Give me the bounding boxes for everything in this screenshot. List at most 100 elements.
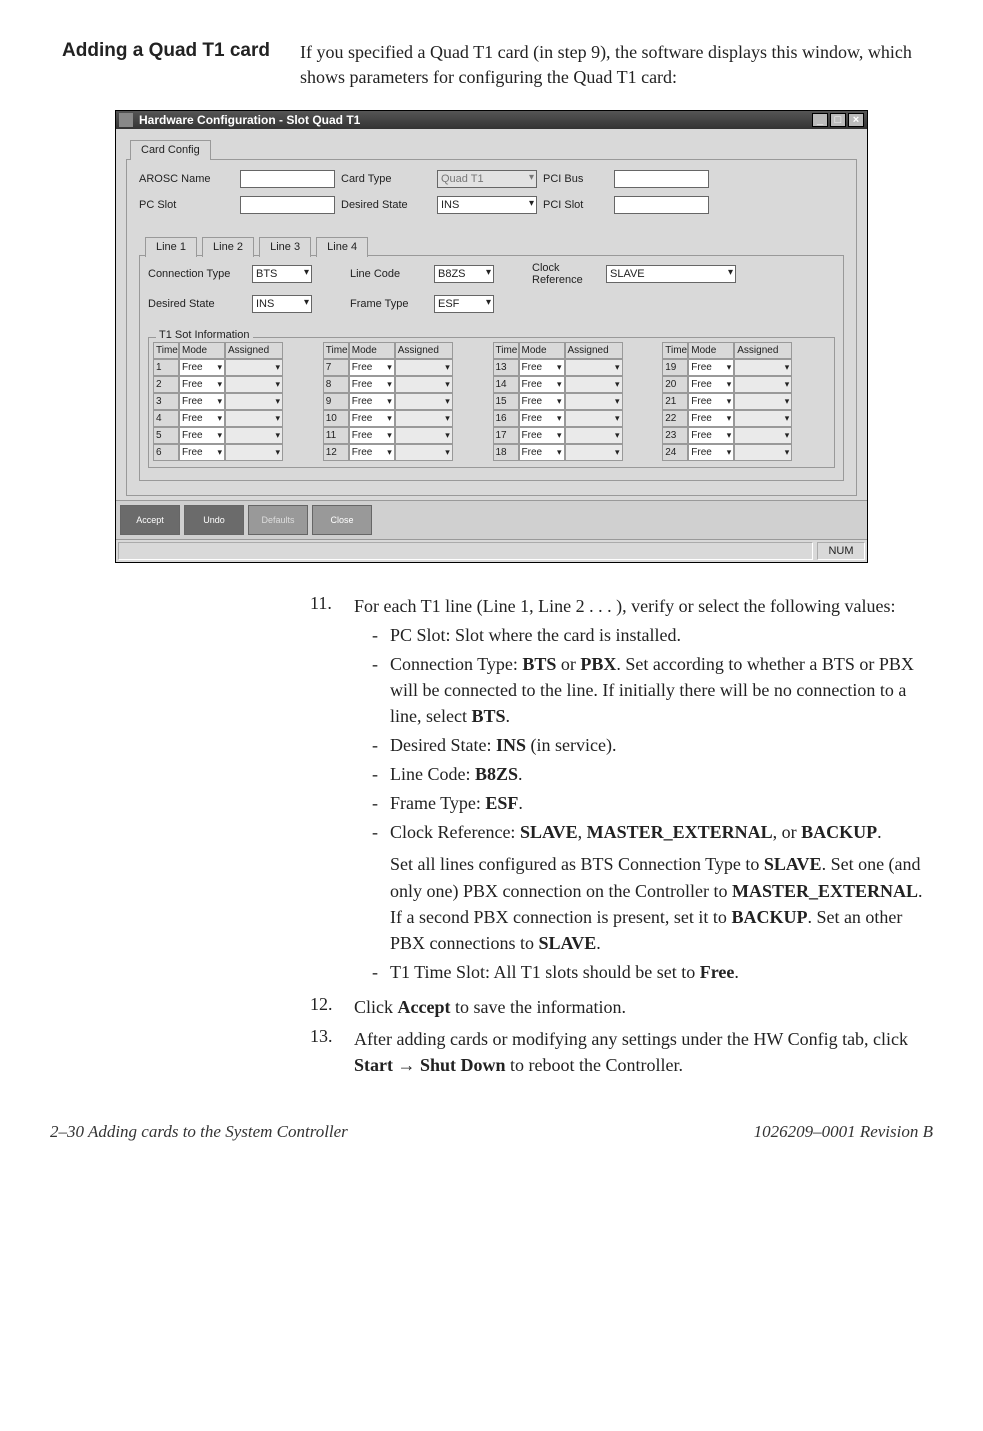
slot-mode-select[interactable]: Free	[688, 393, 734, 410]
frame-type-select[interactable]: ESF	[434, 295, 494, 313]
slot-assigned-select[interactable]	[225, 427, 283, 444]
slot-assigned-select[interactable]	[734, 444, 792, 461]
slot-assigned-select[interactable]	[395, 444, 453, 461]
slot-number: 4	[153, 410, 179, 427]
slot-mode-select[interactable]: Free	[349, 444, 395, 461]
tab-line-3[interactable]: Line 3	[259, 237, 311, 257]
col-head-assigned: Assigned To	[395, 342, 453, 359]
slot-mode-select[interactable]: Free	[688, 410, 734, 427]
slot-mode-select[interactable]: Free	[519, 410, 565, 427]
slot-assigned-select[interactable]	[565, 410, 623, 427]
intro-text: If you specified a Quad T1 card (in step…	[300, 40, 933, 90]
connection-type-label: Connection Type	[148, 268, 248, 280]
defaults-button[interactable]: Defaults	[248, 505, 308, 535]
slot-row: 9Free	[323, 393, 491, 410]
status-num: NUM	[817, 542, 865, 560]
pc-slot-input[interactable]	[240, 196, 335, 214]
slot-assigned-select[interactable]	[225, 376, 283, 393]
minimize-button[interactable]: _	[812, 113, 828, 127]
slot-mode-select[interactable]: Free	[179, 393, 225, 410]
col-head-mode: Mode	[519, 342, 565, 359]
slot-number: 3	[153, 393, 179, 410]
slot-row: 13Free	[493, 359, 661, 376]
slot-assigned-select[interactable]	[734, 427, 792, 444]
slot-row: 24Free	[662, 444, 830, 461]
pci-bus-input[interactable]	[614, 170, 709, 188]
slot-assigned-select[interactable]	[225, 444, 283, 461]
connection-type-select[interactable]: BTS	[252, 265, 312, 283]
slot-assigned-select[interactable]	[734, 410, 792, 427]
slot-mode-select[interactable]: Free	[179, 444, 225, 461]
t1-slot-info-title: T1 Sot Information	[156, 329, 253, 341]
slot-row: 3Free	[153, 393, 321, 410]
clock-ref-select[interactable]: SLAVE	[606, 265, 736, 283]
slot-assigned-select[interactable]	[734, 376, 792, 393]
slot-mode-select[interactable]: Free	[179, 376, 225, 393]
tab-line-1[interactable]: Line 1	[145, 237, 197, 257]
slot-mode-select[interactable]: Free	[519, 376, 565, 393]
line-desired-state-select[interactable]: INS	[252, 295, 312, 313]
slot-assigned-select[interactable]	[225, 410, 283, 427]
slot-mode-select[interactable]: Free	[519, 427, 565, 444]
slot-mode-select[interactable]: Free	[519, 359, 565, 376]
slot-number: 9	[323, 393, 349, 410]
slot-row: 16Free	[493, 410, 661, 427]
slot-assigned-select[interactable]	[225, 393, 283, 410]
slot-assigned-select[interactable]	[565, 444, 623, 461]
status-bar: NUM	[116, 539, 867, 562]
slot-mode-select[interactable]: Free	[349, 393, 395, 410]
slot-assigned-select[interactable]	[395, 393, 453, 410]
arosc-name-input[interactable]	[240, 170, 335, 188]
col-head-mode: Mode	[179, 342, 225, 359]
tab-line-4[interactable]: Line 4	[316, 237, 368, 257]
slot-assigned-select[interactable]	[734, 359, 792, 376]
slot-mode-select[interactable]: Free	[688, 427, 734, 444]
step-11-e: Frame Type: ESF.	[390, 790, 933, 816]
slot-mode-select[interactable]: Free	[349, 376, 395, 393]
window-title: Hardware Configuration - Slot Quad T1	[139, 113, 360, 127]
slot-assigned-select[interactable]	[395, 410, 453, 427]
slot-mode-select[interactable]: Free	[179, 410, 225, 427]
accept-button[interactable]: Accept	[120, 505, 180, 535]
slot-row: 15Free	[493, 393, 661, 410]
slot-assigned-select[interactable]	[565, 427, 623, 444]
maximize-button[interactable]: □	[830, 113, 846, 127]
slot-assigned-select[interactable]	[395, 376, 453, 393]
pci-slot-label: PCI Slot	[543, 199, 608, 211]
clock-ref-label: Clock Reference	[532, 262, 602, 286]
slot-mode-select[interactable]: Free	[349, 359, 395, 376]
slot-mode-select[interactable]: Free	[349, 410, 395, 427]
line-code-select[interactable]: B8ZS	[434, 265, 494, 283]
frame-type-label: Frame Type	[350, 298, 430, 310]
desired-state-label: Desired State	[341, 199, 431, 211]
slot-row: 18Free	[493, 444, 661, 461]
slot-number: 20	[662, 376, 688, 393]
slot-assigned-select[interactable]	[565, 359, 623, 376]
slot-mode-select[interactable]: Free	[179, 427, 225, 444]
pci-slot-input[interactable]	[614, 196, 709, 214]
slot-assigned-select[interactable]	[395, 359, 453, 376]
step-12-number: 12.	[310, 994, 354, 1020]
tab-card-config[interactable]: Card Config	[130, 140, 211, 160]
slot-mode-select[interactable]: Free	[688, 444, 734, 461]
slot-mode-select[interactable]: Free	[349, 427, 395, 444]
title-bar: Hardware Configuration - Slot Quad T1 _ …	[116, 111, 867, 129]
slot-mode-select[interactable]: Free	[519, 444, 565, 461]
slot-assigned-select[interactable]	[565, 393, 623, 410]
close-toolbar-button[interactable]: Close	[312, 505, 372, 535]
pci-bus-label: PCI Bus	[543, 173, 608, 185]
slot-row: 8Free	[323, 376, 491, 393]
tab-line-2[interactable]: Line 2	[202, 237, 254, 257]
slot-assigned-select[interactable]	[225, 359, 283, 376]
slot-number: 18	[493, 444, 519, 461]
desired-state-select[interactable]: INS	[437, 196, 537, 214]
slot-assigned-select[interactable]	[734, 393, 792, 410]
close-button[interactable]: ×	[848, 113, 864, 127]
slot-mode-select[interactable]: Free	[179, 359, 225, 376]
slot-mode-select[interactable]: Free	[519, 393, 565, 410]
slot-mode-select[interactable]: Free	[688, 359, 734, 376]
slot-mode-select[interactable]: Free	[688, 376, 734, 393]
undo-button[interactable]: Undo	[184, 505, 244, 535]
slot-assigned-select[interactable]	[565, 376, 623, 393]
slot-assigned-select[interactable]	[395, 427, 453, 444]
